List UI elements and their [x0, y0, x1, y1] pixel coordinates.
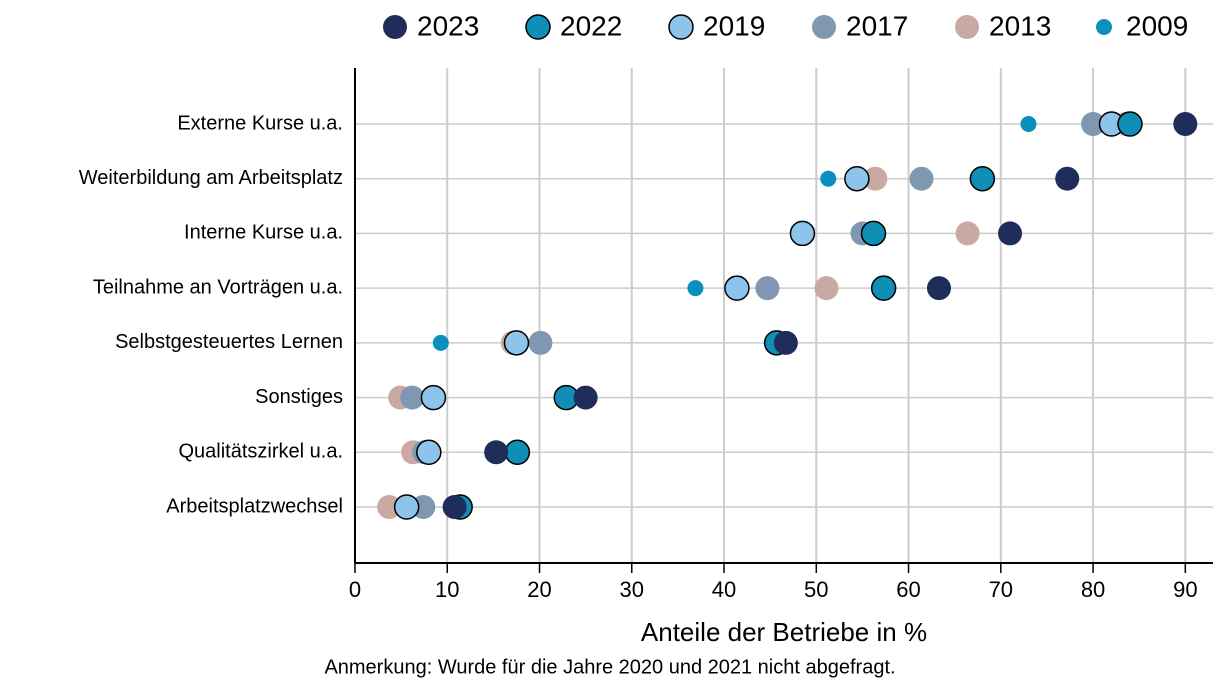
x-tick-label: 20 — [527, 577, 551, 602]
dot — [442, 495, 467, 519]
legend-marker — [383, 15, 407, 39]
dot — [860, 220, 887, 247]
dot — [870, 275, 897, 301]
dot — [998, 221, 1023, 246]
x-tick-label: 80 — [1081, 577, 1105, 602]
y-tick-label: Teilnahme an Vorträgen u.a. — [93, 276, 343, 298]
dot — [1081, 112, 1106, 136]
legend-marker — [525, 14, 551, 40]
legend-label: 2019 — [703, 10, 765, 41]
dot — [400, 385, 425, 410]
x-tick-label: 60 — [896, 577, 920, 602]
legend-label: 2017 — [846, 10, 908, 41]
dot — [755, 276, 780, 301]
x-tick-label: 0 — [349, 577, 361, 602]
dot — [504, 439, 531, 466]
dot — [1020, 116, 1037, 132]
x-tick-label: 10 — [435, 577, 459, 602]
dot — [955, 221, 980, 246]
dot — [724, 275, 750, 301]
dot — [416, 439, 442, 466]
dot — [503, 330, 530, 356]
dot — [687, 280, 704, 297]
dot — [377, 495, 402, 519]
dot — [1173, 112, 1198, 136]
dot — [528, 330, 553, 355]
dot — [432, 334, 449, 351]
x-tick-label: 70 — [989, 577, 1013, 602]
dot — [863, 166, 888, 191]
legend-marker — [955, 15, 979, 39]
dot — [820, 170, 837, 187]
y-tick-label: Selbstgesteuertes Lernen — [115, 331, 343, 353]
dot — [814, 276, 839, 301]
y-tick-label: Sonstiges — [255, 386, 343, 408]
dot — [926, 276, 951, 301]
legend-label: 2009 — [1126, 10, 1188, 41]
legend-marker — [1096, 19, 1112, 35]
x-tick-label: 90 — [1173, 577, 1197, 602]
dot — [420, 384, 447, 411]
y-tick-label: Weiterbildung am Arbeitsplatz — [79, 167, 343, 189]
x-tick-label: 40 — [712, 577, 736, 602]
note: Anmerkung: Wurde für die Jahre 2020 und … — [324, 656, 895, 678]
dot — [969, 165, 996, 192]
y-tick-label: Qualitätszirkel u.a. — [178, 441, 343, 463]
y-tick-label: Arbeitsplatzwechsel — [166, 495, 343, 517]
dot — [573, 385, 598, 410]
legend-marker — [668, 14, 694, 40]
x-axis-label: Anteile der Betriebe in % — [641, 617, 927, 647]
legend-label: 2023 — [417, 10, 479, 41]
dot — [484, 440, 509, 465]
dot — [844, 165, 870, 192]
legend-marker — [812, 15, 836, 39]
x-tick-label: 50 — [804, 577, 828, 602]
dot — [773, 330, 798, 355]
y-tick-label: Interne Kurse u.a. — [184, 222, 343, 244]
legend-label: 2022 — [560, 10, 622, 41]
dot — [393, 494, 420, 520]
legend-label: 2013 — [989, 10, 1051, 41]
dot — [1117, 111, 1143, 137]
dot — [1055, 166, 1080, 191]
dot — [789, 220, 816, 247]
y-tick-label: Externe Kurse u.a. — [177, 112, 343, 134]
x-tick-label: 30 — [620, 577, 644, 602]
dot — [909, 166, 934, 191]
